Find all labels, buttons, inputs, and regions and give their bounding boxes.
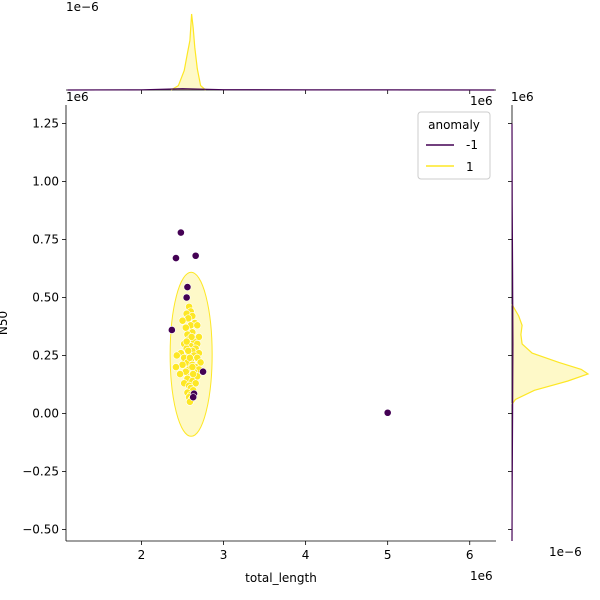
scatter-point-anomaly — [189, 393, 198, 402]
marginal-x-density-offset-label: 1e−6 — [66, 0, 99, 14]
y-tick-label: 0.75 — [32, 233, 59, 247]
y-tick-label: −0.25 — [22, 464, 59, 478]
legend-title: anomaly — [428, 118, 480, 132]
scatter-point-normal — [178, 360, 187, 369]
x-tick-label: 4 — [302, 548, 310, 562]
x-tick-label: 3 — [220, 548, 228, 562]
marginal-y-kde-line-normal — [511, 304, 590, 405]
legend-label-neg1: -1 — [466, 138, 478, 152]
y-tick-label: 1.00 — [32, 175, 59, 189]
scatter-point-normal — [186, 353, 194, 362]
legend: anomaly -1 1 — [417, 111, 491, 180]
marginal-y-kde-fill-normal — [512, 304, 588, 405]
y-tick-label: −0.50 — [22, 522, 59, 536]
marginal-x-kde-line-anomaly — [67, 88, 495, 91]
x-tick-label: 2 — [138, 548, 146, 562]
scatter-point-normal — [172, 351, 181, 360]
scatter-point-normal — [176, 370, 184, 378]
scatter-point-normal — [172, 363, 180, 371]
scatter-point-normal — [184, 346, 193, 355]
marginal-y-offset-label: 1e6 — [511, 90, 534, 104]
scatter-point-normal — [178, 316, 187, 325]
x-axis-offset-label: 1e6 — [470, 569, 493, 583]
scatter-point-anomaly — [199, 367, 207, 376]
scatter-point-normal — [181, 323, 190, 332]
y-tick-label: 0.50 — [32, 290, 59, 304]
main-x-offset-top-right-label: 1e6 — [470, 94, 493, 108]
marginal-y-kde — [508, 105, 590, 542]
scatter-point-normal — [189, 370, 198, 378]
x-tick-label: 6 — [466, 548, 474, 562]
main-x-offset-top-label: 1e6 — [66, 90, 89, 104]
scatter-point-anomaly — [167, 326, 176, 334]
scatter-point-anomaly — [183, 283, 192, 291]
y-tick-label: 0.00 — [32, 406, 59, 420]
scatter-point-normal — [188, 363, 197, 371]
scatter-point-anomaly — [182, 293, 191, 302]
scatter-point-anomaly — [383, 408, 392, 417]
main-scatter-axes: 2 3 4 5 6 −0.50 −0.25 0.00 0.25 0.50 0.75 1.00 1.25 — [22, 105, 496, 562]
marginal-x-kde — [66, 13, 496, 94]
scatter-point-normal — [187, 333, 196, 341]
scatter-point-anomaly — [176, 228, 185, 237]
scatter-point-anomaly — [191, 251, 200, 260]
x-axis-label: total_length — [245, 571, 317, 585]
legend-label-1: 1 — [466, 160, 474, 174]
y-axis-label: N50 — [0, 311, 10, 335]
scatter-point-normal — [182, 337, 191, 346]
y-tick-label: 1.25 — [32, 117, 59, 131]
marginal-y-kde-line-anomaly — [511, 123, 514, 542]
scatter-point-normal — [193, 321, 202, 330]
marginal-x-kde-line-normal — [170, 13, 206, 91]
scatter-point-anomaly — [172, 254, 180, 262]
y-tick-label: 0.25 — [32, 348, 59, 362]
marginal-y-density-offset-label: 1e−6 — [549, 545, 582, 559]
x-tick-label: 5 — [384, 548, 392, 562]
